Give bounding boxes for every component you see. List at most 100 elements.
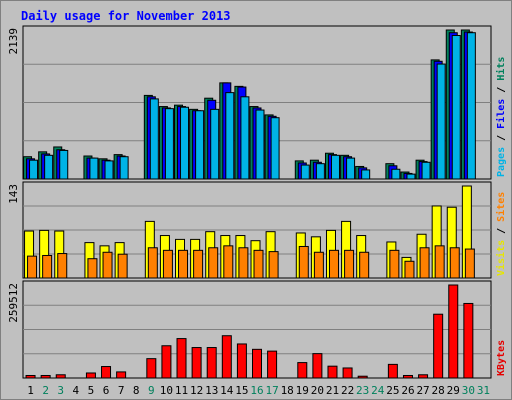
panel-visits_sites-max-label: 143 [7, 184, 20, 204]
bar-pages-day-2 [44, 154, 54, 180]
x-tick-label-day-19: 19 [296, 384, 309, 397]
bar-kbytes-day-3 [55, 374, 66, 379]
bar-sites-day-3 [57, 253, 68, 279]
x-tick-label-day-27: 27 [416, 384, 429, 397]
x-tick-label-day-14: 14 [220, 384, 234, 397]
bar-sites-day-10 [162, 249, 173, 279]
x-tick-label-day-17: 17 [265, 384, 278, 397]
legend-entry-0: Pages [496, 147, 507, 177]
bar-pages-day-3 [59, 149, 69, 180]
bar-pages-day-10 [164, 108, 174, 180]
bar-kbytes-day-10 [161, 345, 172, 379]
x-tick-label-day-26: 26 [401, 384, 414, 397]
x-tick-label-day-21: 21 [326, 384, 339, 397]
bar-sites-day-9 [147, 247, 158, 279]
bar-pages-day-19 [300, 164, 310, 180]
bar-kbytes-day-17 [267, 350, 278, 379]
bar-kbytes-day-20 [312, 353, 323, 379]
x-tick-label-day-1: 1 [27, 384, 34, 397]
panel-pages_files_hits-legend: Pages / Files / Hits [495, 57, 507, 177]
bar-pages-day-25 [391, 168, 401, 180]
x-tick-label-day-4: 4 [73, 384, 80, 397]
bar-sites-day-20 [313, 251, 324, 279]
legend-entry-2: Sites [495, 192, 507, 222]
x-tick-label-day-10: 10 [160, 384, 173, 397]
bar-sites-day-16 [253, 249, 264, 279]
bar-pages-day-12 [195, 110, 205, 180]
bar-sites-day-14 [223, 245, 234, 279]
bar-sites-day-11 [178, 249, 189, 279]
x-tick-label-day-25: 25 [386, 384, 399, 397]
x-tick-label-day-30: 30 [462, 384, 475, 397]
x-tick-label-day-6: 6 [103, 384, 110, 397]
legend-entry-0: KBytes [496, 340, 507, 376]
bar-pages-day-9 [149, 98, 159, 180]
bar-sites-day-29 [449, 247, 460, 279]
bar-kbytes-day-21 [327, 365, 338, 379]
bar-kbytes-day-13 [206, 347, 217, 379]
bar-pages-day-6 [104, 160, 114, 180]
bar-kbytes-day-9 [146, 358, 157, 379]
legend-entry-3: / [496, 81, 507, 99]
bar-kbytes-day-12 [191, 347, 202, 379]
bar-kbytes-day-30 [463, 302, 474, 379]
bar-sites-day-17 [268, 251, 279, 279]
x-tick-label-day-9: 9 [148, 384, 155, 397]
bar-pages-day-7 [119, 156, 129, 180]
x-tick-label-day-23: 23 [356, 384, 369, 397]
bar-kbytes-day-15 [236, 343, 247, 379]
chart-title: Daily usage for November 2013 [21, 9, 231, 23]
bar-kbytes-day-14 [221, 335, 232, 379]
bar-pages-day-30 [466, 32, 476, 180]
bar-pages-day-1 [29, 159, 39, 180]
bar-pages-day-27 [421, 161, 431, 180]
bar-sites-day-5 [87, 258, 98, 279]
legend-entry-2: Files [495, 99, 507, 129]
x-tick-label-day-2: 2 [42, 384, 49, 397]
bar-sites-day-22 [344, 249, 355, 279]
bar-pages-day-5 [89, 157, 99, 180]
x-tick-label-day-16: 16 [250, 384, 263, 397]
panel-visits_sites-legend: Visits / Sites [495, 192, 507, 276]
bar-sites-day-2 [42, 254, 53, 279]
bar-sites-day-23 [359, 251, 370, 279]
x-tick-label-day-7: 7 [118, 384, 125, 397]
bar-pages-day-26 [406, 173, 416, 180]
bar-pages-day-11 [180, 106, 190, 180]
bar-sites-day-19 [298, 245, 309, 279]
bar-kbytes-day-22 [342, 367, 353, 379]
x-tick-label-day-8: 8 [133, 384, 140, 397]
x-tick-label-day-11: 11 [175, 384, 188, 397]
bar-pages-day-15 [240, 96, 250, 180]
x-tick-label-day-5: 5 [88, 384, 95, 397]
bar-kbytes-day-7 [116, 371, 127, 379]
x-tick-label-day-15: 15 [235, 384, 248, 397]
bar-sites-day-13 [208, 247, 219, 279]
bar-sites-day-27 [419, 247, 430, 279]
legend-entry-1: / [496, 129, 507, 147]
bar-pages-day-20 [315, 163, 325, 180]
x-tick-label-day-29: 29 [447, 384, 460, 397]
bar-kbytes-day-1 [25, 374, 36, 379]
bar-pages-day-14 [225, 92, 235, 180]
bar-pages-day-17 [270, 117, 280, 180]
legend-entry-1: / [496, 222, 507, 240]
bar-kbytes-day-19 [297, 362, 308, 379]
bar-kbytes-day-16 [252, 348, 262, 379]
bar-kbytes-day-29 [448, 284, 459, 379]
x-tick-label-day-18: 18 [281, 384, 294, 397]
bar-pages-day-29 [451, 35, 461, 180]
bar-sites-day-28 [434, 245, 445, 279]
panel-kbytes-legend: KBytes [496, 340, 507, 376]
x-tick-label-day-24: 24 [371, 384, 385, 397]
bar-pages-day-28 [436, 63, 446, 180]
x-tick-label-day-13: 13 [205, 384, 218, 397]
x-tick-label-day-12: 12 [190, 384, 203, 397]
bar-sites-day-6 [102, 251, 113, 279]
bar-sites-day-21 [328, 249, 339, 279]
bar-kbytes-day-25 [387, 363, 398, 379]
bar-sites-day-7 [117, 253, 128, 279]
bar-pages-day-22 [346, 157, 356, 180]
bar-kbytes-day-5 [85, 372, 96, 379]
